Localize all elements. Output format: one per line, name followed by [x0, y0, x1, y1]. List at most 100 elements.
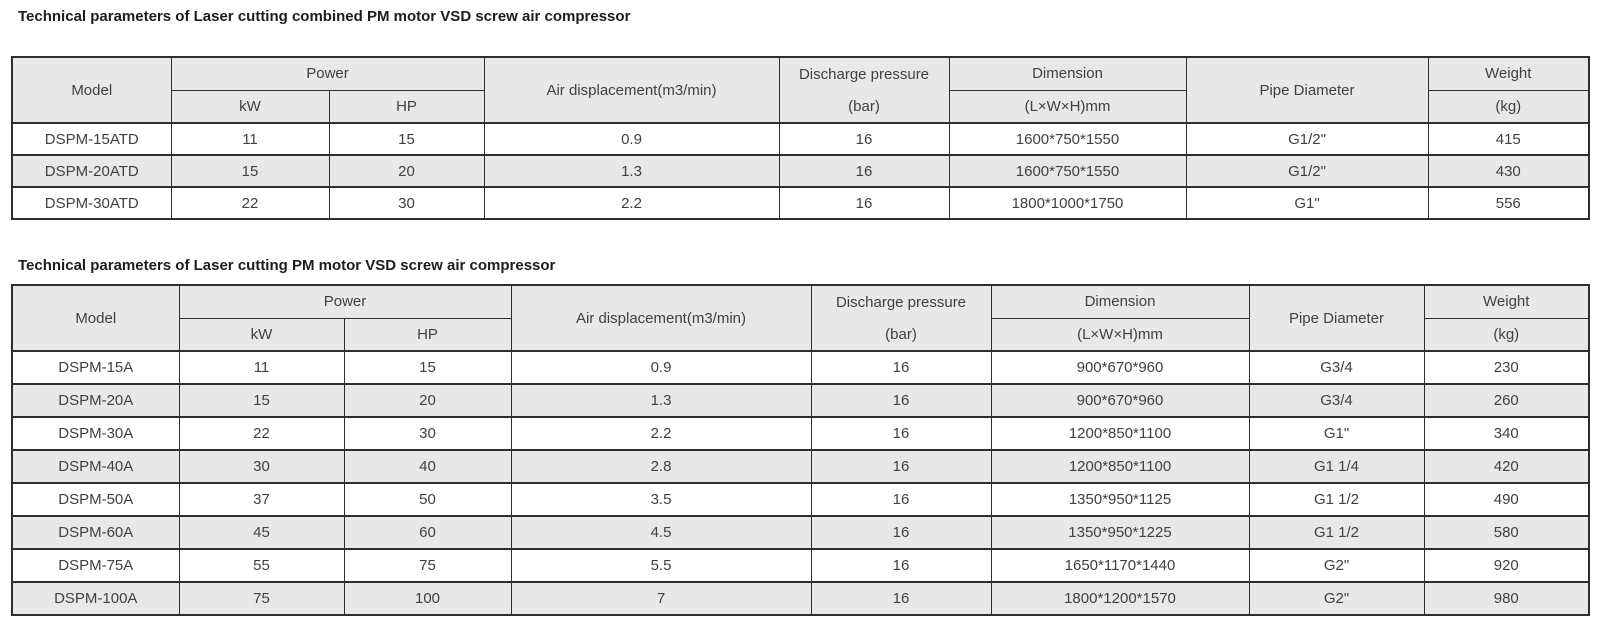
- column-header-kw: kW: [170, 89, 330, 124]
- table-header: Model Power Air displacement(m3/min) Dis…: [11, 56, 1590, 124]
- table-cell: 37: [178, 482, 345, 517]
- discharge-pressure-label: Discharge pressure: [835, 293, 967, 311]
- table-cell: DSPM-60A: [11, 515, 180, 550]
- table-cell: 20: [328, 154, 485, 188]
- table-cell: 22: [170, 186, 330, 220]
- table-cell: 3.5: [510, 482, 812, 517]
- table-cell: 900*670*960: [990, 383, 1250, 418]
- table-body: DSPM-15A 11 15 0.9 16 900*670*960 G3/4 230 DSPM-…: [11, 350, 1590, 616]
- table-cell: 75: [343, 548, 512, 583]
- table-cell: 490: [1423, 482, 1590, 517]
- table-cell: DSPM-100A: [11, 581, 180, 616]
- table-cell: 40: [343, 449, 512, 484]
- table-cell: 556: [1427, 186, 1590, 220]
- column-header-weight-unit: (kg): [1423, 317, 1590, 352]
- table-cell: 22: [178, 416, 345, 451]
- table-cell: 415: [1427, 122, 1590, 156]
- table-cell: G1 1/2: [1248, 515, 1425, 550]
- table-cell: DSPM-75A: [11, 548, 180, 583]
- table-cell: 980: [1423, 581, 1590, 616]
- table-cell: 920: [1423, 548, 1590, 583]
- table-cell: 16: [810, 581, 992, 616]
- column-header-dimension-unit: (L×W×H)mm: [990, 317, 1250, 352]
- table-row: DSPM-50A 37 50 3.5 16 1350*950*1125 G1 1/2 490: [11, 482, 1590, 517]
- table-cell: 580: [1423, 515, 1590, 550]
- table-cell: 16: [810, 515, 992, 550]
- table-cell: 430: [1427, 154, 1590, 188]
- table-cell: DSPM-20ATD: [11, 154, 172, 188]
- table-cell: DSPM-40A: [11, 449, 180, 484]
- table-cell: G2": [1248, 548, 1425, 583]
- column-header-hp: HP: [343, 317, 512, 352]
- table-cell: DSPM-30ATD: [11, 186, 172, 220]
- table-cell: 340: [1423, 416, 1590, 451]
- table-row: DSPM-30A 22 30 2.2 16 1200*850*1100 G1" 340: [11, 416, 1590, 451]
- column-header-weight: Weight: [1423, 284, 1590, 319]
- table-row: DSPM-75A 55 75 5.5 16 1650*1170*1440 G2" 920: [11, 548, 1590, 583]
- table-row: DSPM-30ATD 22 30 2.2 16 1800*1000*1750 G1" 556: [11, 186, 1590, 220]
- table-cell: 4.5: [510, 515, 812, 550]
- table-cell: DSPM-15A: [11, 350, 180, 385]
- combined-compressor-table: Model Power Air displacement(m3/min) Dis…: [11, 56, 1590, 220]
- table-cell: DSPM-30A: [11, 416, 180, 451]
- column-header-power: Power: [170, 56, 485, 91]
- table-cell: 45: [178, 515, 345, 550]
- table-cell: G3/4: [1248, 383, 1425, 418]
- table-cell: 1200*850*1100: [990, 416, 1250, 451]
- table-cell: 30: [178, 449, 345, 484]
- standard-compressor-table: Model Power Air displacement(m3/min) Dis…: [11, 284, 1590, 616]
- table-cell: 55: [178, 548, 345, 583]
- table-cell: 11: [178, 350, 345, 385]
- table-cell: 16: [810, 482, 992, 517]
- discharge-pressure-unit: (bar): [885, 325, 917, 343]
- column-header-kw: kW: [178, 317, 345, 352]
- table-cell: 16: [810, 449, 992, 484]
- standard-compressor-section: Technical parameters of Laser cutting PM…: [11, 257, 1598, 616]
- table-cell: 30: [328, 186, 485, 220]
- column-header-model: Model: [11, 56, 172, 124]
- table-cell: G1": [1185, 186, 1429, 220]
- table-cell: 60: [343, 515, 512, 550]
- table-cell: 1200*850*1100: [990, 449, 1250, 484]
- table-cell: 15: [178, 383, 345, 418]
- combined-table-title: Technical parameters of Laser cutting co…: [18, 8, 631, 25]
- standard-table-title: Technical parameters of Laser cutting PM…: [18, 257, 556, 274]
- table-cell: 75: [178, 581, 345, 616]
- table-row: DSPM-20A 15 20 1.3 16 900*670*960 G3/4 260: [11, 383, 1590, 418]
- table-cell: DSPM-20A: [11, 383, 180, 418]
- table-cell: DSPM-50A: [11, 482, 180, 517]
- table-cell: 50: [343, 482, 512, 517]
- table-cell: 15: [170, 154, 330, 188]
- discharge-pressure-label: Discharge pressure: [798, 65, 930, 83]
- table-cell: 100: [343, 581, 512, 616]
- table-cell: 1800*1000*1750: [948, 186, 1187, 220]
- table-cell: 1650*1170*1440: [990, 548, 1250, 583]
- column-header-model: Model: [11, 284, 180, 352]
- column-header-dimension-unit: (L×W×H)mm: [948, 89, 1187, 124]
- table-cell: 16: [778, 154, 950, 188]
- column-header-power: Power: [178, 284, 512, 319]
- table-cell: G1 1/2: [1248, 482, 1425, 517]
- table-cell: 16: [778, 186, 950, 220]
- table-cell: 1.3: [483, 154, 780, 188]
- table-cell: 1600*750*1550: [948, 122, 1187, 156]
- table-row: DSPM-20ATD 15 20 1.3 16 1600*750*1550 G1/2" 430: [11, 154, 1590, 188]
- column-header-hp: HP: [328, 89, 485, 124]
- table-cell: 20: [343, 383, 512, 418]
- table-cell: 1600*750*1550: [948, 154, 1187, 188]
- table-cell: 1800*1200*1570: [990, 581, 1250, 616]
- table-cell: G1 1/4: [1248, 449, 1425, 484]
- table-cell: G1/2": [1185, 122, 1429, 156]
- table-row: DSPM-100A 75 100 7 16 1800*1200*1570 G2" 980: [11, 581, 1590, 616]
- table-cell: 230: [1423, 350, 1590, 385]
- table-cell: 2.2: [510, 416, 812, 451]
- column-header-pipe-diameter: Pipe Diameter: [1248, 284, 1425, 352]
- table-cell: 16: [810, 350, 992, 385]
- table-cell: 1350*950*1125: [990, 482, 1250, 517]
- table-body: DSPM-15ATD 11 15 0.9 16 1600*750*1550 G1/2" 415…: [11, 122, 1590, 220]
- table-cell: 0.9: [510, 350, 812, 385]
- column-header-air-displacement: Air displacement(m3/min): [483, 56, 780, 124]
- table-row: DSPM-60A 45 60 4.5 16 1350*950*1225 G1 1/2 580: [11, 515, 1590, 550]
- table-cell: 16: [810, 416, 992, 451]
- table-cell: G2": [1248, 581, 1425, 616]
